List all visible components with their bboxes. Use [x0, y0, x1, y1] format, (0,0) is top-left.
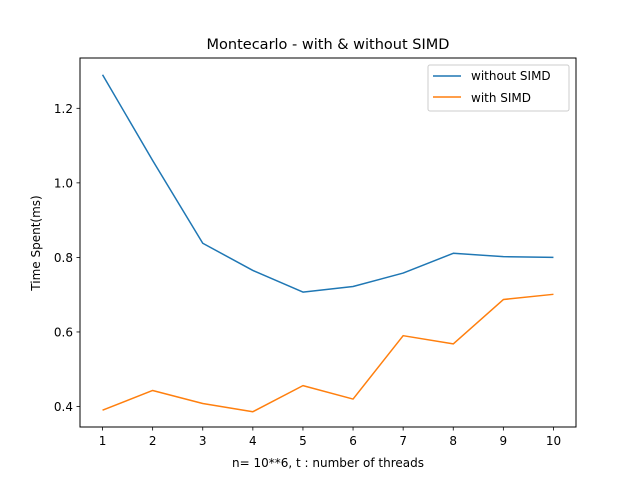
x-axis-label: n= 10**6, t : number of threads	[232, 456, 424, 470]
x-tick-label: 10	[546, 434, 561, 448]
x-tick-label: 1	[99, 434, 107, 448]
x-tick-label: 7	[399, 434, 407, 448]
x-tick-label: 4	[249, 434, 257, 448]
legend: without SIMD with SIMD	[427, 64, 570, 112]
chart-title: Montecarlo - with & without SIMD	[207, 37, 450, 53]
series-line-without-simd	[101, 74, 554, 293]
series-line-with-simd	[102, 293, 554, 413]
y-tick-label: 0.6	[54, 325, 73, 339]
x-tick-label: 3	[199, 434, 207, 448]
y-tick-label: 1.0	[54, 176, 73, 190]
y-tick-label: 0.4	[54, 400, 73, 414]
series-lines	[101, 74, 554, 413]
y-tick-label: 0.8	[54, 251, 73, 265]
x-tick-label: 5	[299, 434, 307, 448]
legend-label-without-simd: without SIMD	[471, 69, 551, 83]
plot-frame	[79, 57, 577, 428]
legend-label-with-simd: with SIMD	[471, 91, 531, 105]
x-tick-label: 9	[500, 434, 508, 448]
y-axis-label: Time Spent(ms)	[29, 195, 43, 291]
x-tick-label: 2	[149, 434, 157, 448]
y-tick-label: 1.2	[54, 102, 73, 116]
x-tick-label: 6	[349, 434, 357, 448]
x-tick-label: 8	[449, 434, 457, 448]
legend-frame	[427, 64, 570, 112]
y-axis-ticks: 0.4 0.6 0.8 1.0 1.2	[54, 102, 80, 414]
x-axis-ticks: 1 2 3 4 5 6 7 8 9 10	[99, 427, 561, 448]
